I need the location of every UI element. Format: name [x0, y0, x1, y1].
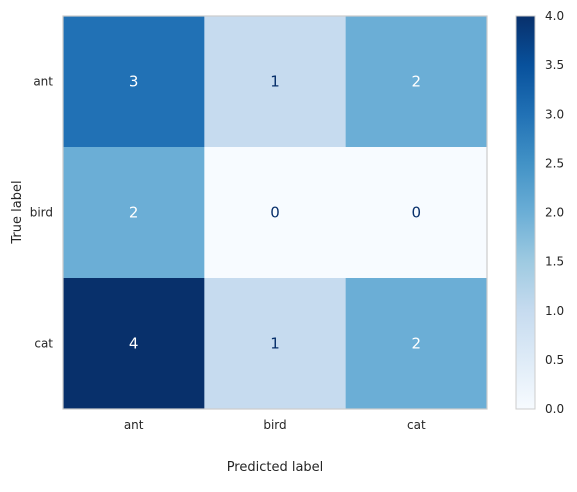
- colorbar-tick-label: 3.0: [545, 107, 564, 121]
- cell-value-label: 2: [129, 204, 139, 222]
- cell-ant-ant: [63, 16, 205, 148]
- cell-value-label: 3: [129, 73, 139, 91]
- colorbar-tick-label: 3.5: [545, 58, 564, 72]
- cell-value-label: 0: [412, 204, 422, 222]
- x-tick-label: cat: [407, 418, 426, 432]
- colorbar-tick-labels: 0.0 0.5 1.0 1.5 2.0 2.5 3.0 3.5 4.0: [545, 9, 564, 416]
- colorbar-tick-label: 2.5: [545, 156, 564, 170]
- colorbar-tick-label: 1.5: [545, 255, 564, 269]
- cell-bird-bird: [204, 147, 347, 279]
- cell-cat-bird: [204, 278, 347, 410]
- colorbar-tick-label: 0.5: [545, 353, 564, 367]
- x-tick-label: bird: [263, 418, 286, 432]
- cell-cat-ant: [63, 278, 205, 410]
- x-tick-labels: ant bird cat: [124, 418, 426, 432]
- y-tick-label: ant: [33, 75, 53, 89]
- heatmap-cells: [63, 16, 488, 410]
- cell-bird-ant: [63, 147, 205, 279]
- cell-value-label: 2: [412, 73, 422, 91]
- y-tick-label: bird: [30, 206, 53, 220]
- cell-value-label: 4: [129, 335, 139, 353]
- cell-value-label: 1: [270, 335, 280, 353]
- cell-value-label: 1: [270, 73, 280, 91]
- colorbar-tick-label: 4.0: [545, 9, 564, 23]
- colorbar-tick-label: 1.0: [545, 304, 564, 318]
- matrix-frame: [62, 15, 488, 410]
- cell-ant-bird: [204, 16, 347, 148]
- colorbar-tick-label: 2.0: [545, 206, 564, 220]
- cell-cat-cat: [345, 278, 488, 410]
- cell-value-label: 2: [412, 335, 422, 353]
- cell-value-label: 0: [270, 204, 280, 222]
- x-axis-label: Predicted label: [227, 460, 324, 475]
- y-tick-labels: ant bird cat: [30, 75, 54, 351]
- y-tick-label: cat: [34, 337, 53, 351]
- colorbar-tick-label: 0.0: [545, 402, 564, 416]
- cell-bird-cat: [345, 147, 488, 279]
- cell-value-labels: 3 1 2 2 0 0 4 1 2: [129, 73, 421, 353]
- y-axis-label: True label: [10, 180, 25, 244]
- colorbar: [515, 15, 536, 410]
- x-tick-label: ant: [124, 418, 144, 432]
- cell-ant-cat: [345, 16, 488, 148]
